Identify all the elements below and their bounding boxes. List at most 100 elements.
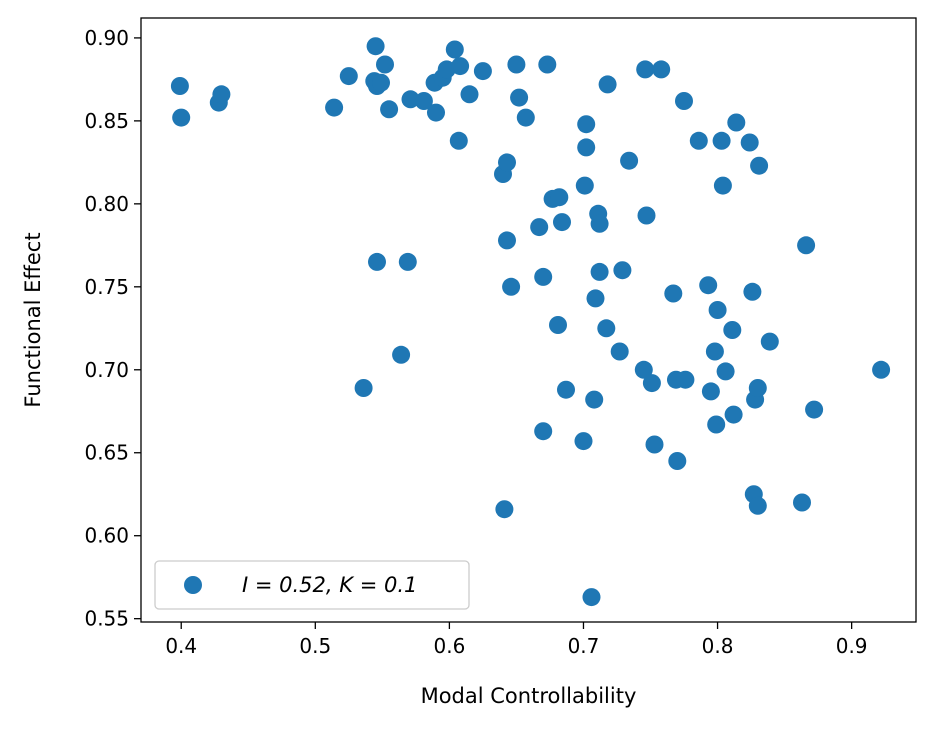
data-point — [538, 55, 557, 74]
y-tick-label: 0.90 — [84, 26, 129, 50]
data-point — [668, 452, 687, 470]
legend-marker — [184, 576, 202, 594]
data-point — [473, 62, 492, 81]
legend-box — [154, 560, 470, 610]
data-point — [642, 374, 661, 393]
data-point — [805, 400, 824, 419]
data-point — [793, 493, 811, 512]
data-point — [740, 133, 759, 152]
data-point — [507, 55, 526, 74]
data-point — [534, 267, 553, 286]
y-axis-label: Functional Effect — [21, 232, 45, 407]
data-point — [713, 176, 732, 195]
data-point — [172, 108, 191, 127]
data-point — [372, 73, 390, 92]
data-point — [727, 113, 746, 132]
data-point — [590, 262, 609, 281]
data-point — [380, 100, 399, 119]
data-point — [699, 276, 718, 295]
data-point — [451, 57, 470, 76]
data-point — [516, 108, 535, 127]
data-point — [534, 422, 553, 441]
data-point — [748, 496, 767, 515]
data-point — [460, 85, 479, 104]
data-point — [724, 405, 743, 424]
y-tick-label: 0.55 — [84, 607, 129, 631]
data-point — [689, 131, 708, 150]
data-point — [495, 500, 514, 519]
data-point — [585, 390, 604, 409]
data-point — [427, 103, 445, 122]
data-point — [676, 370, 695, 389]
data-point — [574, 432, 593, 451]
x-tick-label: 0.8 — [702, 634, 734, 658]
data-point — [613, 261, 632, 280]
x-axis-label: Modal Controllability — [421, 684, 637, 708]
data-point — [712, 131, 731, 150]
x-tick-label: 0.7 — [568, 634, 600, 658]
data-point — [675, 92, 693, 110]
y-tick-label: 0.80 — [84, 192, 129, 216]
data-point — [634, 360, 653, 379]
data-point — [636, 60, 655, 79]
data-point — [701, 382, 720, 401]
data-point — [445, 40, 464, 59]
data-point — [325, 98, 344, 117]
data-point — [366, 37, 385, 56]
data-point — [598, 75, 617, 94]
data-point — [743, 282, 762, 301]
data-point — [376, 55, 394, 74]
data-point — [652, 60, 671, 79]
data-point — [645, 435, 664, 454]
x-tick-label: 0.9 — [836, 634, 868, 658]
y-tick-label: 0.65 — [84, 441, 129, 465]
x-tick-label: 0.6 — [433, 634, 465, 658]
data-point — [582, 588, 601, 607]
plot-frame — [140, 17, 917, 623]
data-point — [550, 188, 569, 207]
data-point — [708, 301, 727, 319]
y-tick-label: 0.60 — [84, 524, 129, 548]
data-point — [354, 379, 373, 397]
data-point — [502, 277, 521, 296]
data-point — [553, 213, 571, 232]
data-point — [620, 151, 639, 170]
data-point — [401, 90, 420, 109]
data-point — [212, 85, 231, 104]
data-point — [549, 316, 567, 334]
data-point — [664, 284, 683, 303]
data-point — [498, 153, 516, 172]
data-point — [716, 362, 735, 381]
data-point — [872, 360, 891, 379]
data-point — [392, 345, 411, 364]
data-point — [590, 214, 609, 233]
x-tick-label: 0.5 — [299, 634, 331, 658]
data-point — [797, 236, 816, 255]
data-point — [414, 92, 433, 110]
data-point — [498, 231, 516, 250]
data-point — [610, 342, 629, 361]
data-point — [398, 252, 417, 271]
y-tick-label: 0.70 — [84, 358, 129, 382]
data-point — [597, 319, 616, 338]
data-points — [170, 37, 891, 607]
data-point — [577, 138, 596, 157]
data-point — [170, 77, 189, 95]
y-tick-label: 0.85 — [84, 109, 129, 133]
data-point — [750, 156, 769, 175]
data-point — [368, 252, 386, 271]
legend-label: I = 0.52, K = 0.1 — [242, 573, 417, 597]
data-point — [586, 289, 605, 308]
data-point — [723, 321, 742, 339]
x-axis-ticks: 0.4 0.5 0.6 0.7 0.8 0.9 — [165, 622, 868, 658]
legend: I = 0.52, K = 0.1 — [154, 560, 470, 610]
data-point — [449, 131, 468, 150]
data-point — [530, 218, 549, 237]
data-point — [339, 67, 358, 86]
data-point — [705, 342, 724, 361]
data-point — [577, 115, 596, 134]
data-point — [575, 176, 594, 195]
y-tick-label: 0.75 — [84, 275, 129, 299]
